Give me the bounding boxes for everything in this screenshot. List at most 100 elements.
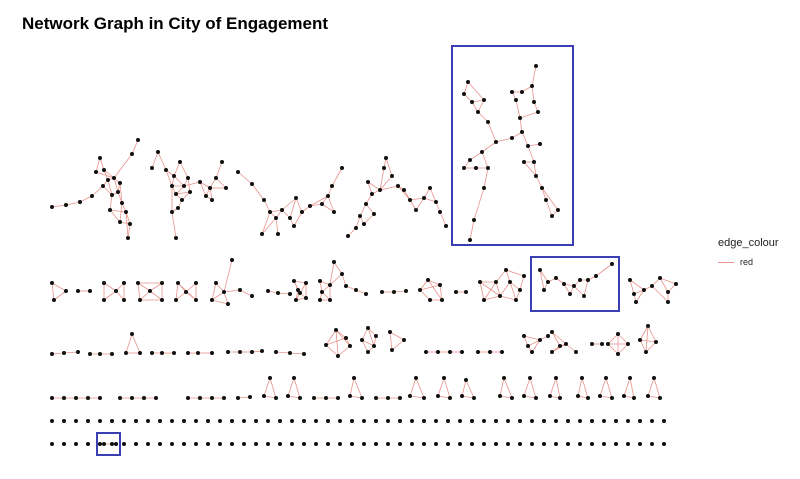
graph-node — [422, 442, 426, 446]
graph-edge — [659, 277, 669, 293]
graph-node — [458, 419, 462, 423]
graph-node — [98, 352, 102, 356]
graph-edge — [237, 396, 251, 399]
graph-edge — [131, 139, 139, 155]
graph-node — [314, 442, 318, 446]
graph-node — [344, 336, 348, 340]
graph-edge — [103, 282, 117, 292]
graph-node — [366, 180, 370, 184]
graph-node — [328, 298, 332, 302]
graph-node — [610, 396, 614, 400]
graph-node — [52, 298, 56, 302]
graph-node — [600, 342, 604, 346]
graph-node — [518, 288, 522, 292]
graph-node — [238, 350, 242, 354]
graph-node — [150, 166, 154, 170]
graph-node — [480, 150, 484, 154]
graph-node — [482, 298, 486, 302]
graph-edge — [263, 395, 277, 399]
graph-node — [448, 350, 452, 354]
graph-edge — [479, 281, 501, 297]
graph-edge — [419, 284, 441, 291]
graph-edge — [551, 331, 567, 345]
graph-node — [616, 352, 620, 356]
graph-node — [616, 332, 620, 336]
graph-node — [298, 291, 302, 295]
graph-node — [206, 419, 210, 423]
graph-node — [220, 160, 224, 164]
graph-edge — [335, 329, 351, 347]
graph-node — [226, 302, 230, 306]
graph-edge — [367, 181, 373, 195]
graph-edge — [415, 197, 425, 211]
graph-node — [90, 194, 94, 198]
graph-node — [486, 166, 490, 170]
graph-node — [198, 180, 202, 184]
graph-edge — [239, 289, 253, 297]
graph-edge — [173, 175, 185, 187]
graph-node — [124, 210, 128, 214]
graph-node — [666, 300, 670, 304]
graph-node — [188, 190, 192, 194]
graph-node — [374, 334, 378, 338]
graph-edge — [361, 327, 369, 341]
graph-node — [438, 210, 442, 214]
graph-edge — [555, 377, 561, 399]
graph-edge — [79, 195, 93, 203]
graph-node — [538, 338, 542, 342]
graph-node — [336, 354, 340, 358]
graph-edge — [125, 211, 129, 239]
legend-title: edge_colour — [718, 237, 779, 249]
graph-node — [230, 442, 234, 446]
graph-node — [154, 396, 158, 400]
graph-node — [576, 394, 580, 398]
graph-node — [638, 442, 642, 446]
graph-node — [110, 419, 114, 423]
graph-node — [276, 291, 280, 295]
graph-edge — [335, 329, 339, 357]
graph-node — [134, 419, 138, 423]
graph-node — [590, 342, 594, 346]
graph-node — [554, 376, 558, 380]
graph-node — [418, 288, 422, 292]
graph-edge — [367, 181, 381, 191]
graph-node — [362, 222, 366, 226]
graph-node — [296, 288, 300, 292]
graph-node — [506, 442, 510, 446]
graph-edge — [393, 290, 407, 293]
graph-edge — [617, 343, 629, 355]
graph-node — [352, 376, 356, 380]
graph-node — [522, 274, 526, 278]
graph-node — [110, 193, 114, 197]
graph-edge — [263, 377, 271, 397]
graph-edge — [359, 203, 367, 217]
graph-edge — [467, 81, 485, 101]
graph-node — [434, 442, 438, 446]
graph-node — [532, 100, 536, 104]
graph-node — [324, 396, 328, 400]
graph-node — [170, 210, 174, 214]
graph-node — [276, 232, 280, 236]
graph-edge — [325, 344, 339, 357]
graph-edge — [287, 395, 301, 399]
graph-node — [236, 396, 240, 400]
graph-node — [298, 396, 302, 400]
graph-node — [646, 394, 650, 398]
graph-node — [558, 344, 562, 348]
graph-node — [98, 419, 102, 423]
graph-edge — [337, 345, 351, 357]
graph-edge — [385, 157, 393, 177]
graph-node — [318, 279, 322, 283]
graph-node — [50, 396, 54, 400]
graph-node — [118, 396, 122, 400]
graph-edge — [495, 269, 507, 283]
graph-edge — [379, 185, 399, 191]
graph-edge — [355, 215, 361, 229]
graph-edge — [409, 377, 417, 397]
graph-node — [174, 298, 178, 302]
graph-edge — [439, 211, 447, 227]
graph-edge — [51, 352, 65, 355]
graph-edge — [409, 197, 425, 201]
graph-node — [174, 236, 178, 240]
graph-node — [62, 396, 66, 400]
